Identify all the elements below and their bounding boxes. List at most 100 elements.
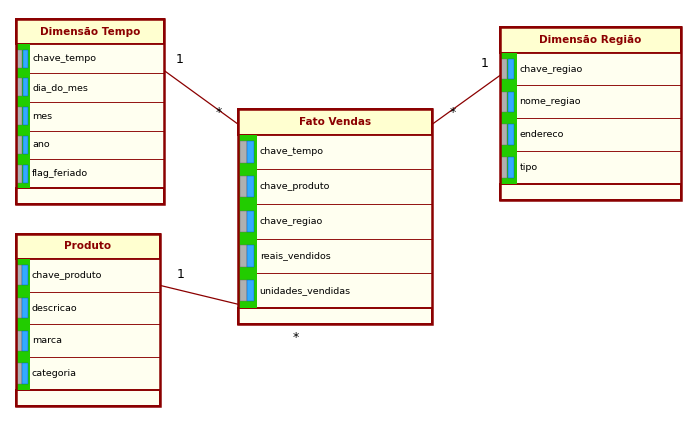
Text: 1: 1 [480, 57, 489, 71]
Bar [17, 165, 22, 183]
Text: unidades_vendidas: unidades_vendidas [260, 286, 351, 295]
Bar [16, 259, 160, 292]
Bar [239, 109, 432, 135]
Text: chave_produto: chave_produto [260, 182, 330, 191]
Bar [16, 292, 160, 324]
Text: marca: marca [31, 336, 61, 346]
Text: *: * [216, 106, 222, 119]
Text: mes: mes [32, 112, 52, 121]
Bar [16, 159, 165, 188]
Bar [17, 298, 22, 318]
Bar [16, 130, 165, 159]
Text: Dimensão Tempo: Dimensão Tempo [40, 27, 140, 37]
Text: endereco: endereco [519, 130, 564, 139]
Bar [22, 331, 28, 351]
Bar [239, 273, 432, 308]
Bar [247, 245, 254, 267]
Text: descricao: descricao [31, 303, 77, 312]
Bar [16, 357, 160, 390]
Bar [239, 176, 246, 198]
Bar [239, 273, 257, 308]
Bar [16, 324, 29, 357]
Bar [239, 135, 432, 169]
Bar [16, 19, 165, 44]
Bar [247, 141, 254, 163]
Text: tipo: tipo [519, 163, 537, 172]
Bar [239, 141, 246, 163]
Bar [239, 239, 432, 273]
Bar [239, 169, 257, 204]
Bar [247, 211, 254, 232]
Text: Fato Vendas: Fato Vendas [299, 117, 371, 127]
Bar [16, 324, 160, 357]
Text: ano: ano [32, 140, 50, 150]
Bar [17, 265, 22, 285]
Bar [16, 234, 160, 259]
Bar [500, 27, 681, 53]
Bar [500, 125, 507, 145]
Bar [23, 107, 28, 125]
Bar [239, 109, 432, 324]
Bar [500, 85, 681, 118]
Text: chave_tempo: chave_tempo [260, 147, 324, 156]
Bar [508, 125, 514, 145]
Bar [16, 234, 160, 406]
Bar [17, 50, 22, 68]
Bar [239, 239, 257, 273]
Bar [500, 151, 681, 184]
Bar [23, 50, 28, 68]
Text: 1: 1 [177, 268, 184, 281]
Bar [16, 159, 30, 188]
Bar [17, 79, 22, 96]
Text: dia_do_mes: dia_do_mes [32, 83, 88, 92]
Bar [16, 44, 165, 73]
Bar [239, 245, 246, 267]
Bar [508, 157, 514, 178]
Bar [247, 176, 254, 198]
Text: categoria: categoria [31, 369, 77, 378]
Bar [17, 331, 22, 351]
Text: nome_regiao: nome_regiao [519, 97, 581, 106]
Text: Produto: Produto [64, 241, 112, 251]
Text: *: * [292, 331, 299, 344]
Text: chave_regiao: chave_regiao [260, 217, 323, 226]
Bar [500, 151, 517, 184]
Bar [500, 59, 507, 79]
Text: *: * [450, 106, 456, 119]
Bar [16, 292, 29, 324]
Bar [22, 298, 28, 318]
Text: chave_produto: chave_produto [31, 271, 102, 280]
Bar [16, 73, 165, 102]
Bar [16, 102, 165, 130]
Bar [500, 85, 517, 118]
Text: 1: 1 [176, 53, 184, 65]
Text: chave_regiao: chave_regiao [519, 65, 583, 74]
Bar [16, 357, 29, 390]
Bar [508, 92, 514, 112]
Bar [17, 363, 22, 384]
Bar [16, 102, 30, 130]
Bar [23, 79, 28, 96]
Bar [500, 53, 517, 85]
Bar [239, 135, 257, 169]
Bar [500, 92, 507, 112]
Bar [16, 130, 30, 159]
Bar [22, 265, 28, 285]
Bar [500, 118, 517, 151]
Bar [239, 204, 432, 239]
Bar [500, 53, 681, 85]
Bar [500, 118, 681, 151]
Text: chave_tempo: chave_tempo [32, 54, 96, 63]
Bar [17, 107, 22, 125]
Bar [23, 165, 28, 183]
Bar [508, 59, 514, 79]
Text: flag_feriado: flag_feriado [32, 169, 89, 178]
Bar [16, 259, 29, 292]
Bar [239, 280, 246, 301]
Bar [239, 169, 432, 204]
Bar [22, 363, 28, 384]
Bar [500, 184, 681, 200]
Bar [247, 280, 254, 301]
Bar [500, 157, 507, 178]
Bar [16, 188, 165, 204]
